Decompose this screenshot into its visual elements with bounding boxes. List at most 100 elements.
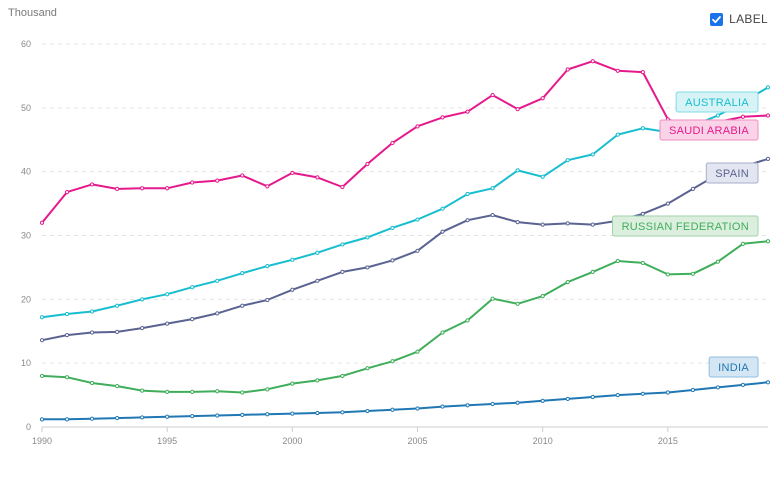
data-point-australia xyxy=(390,225,395,230)
data-point-india xyxy=(290,411,295,416)
data-point-spain xyxy=(440,229,445,234)
label-toggle[interactable]: LABEL xyxy=(710,12,768,26)
data-point-australia xyxy=(290,257,295,262)
data-point-australia xyxy=(365,235,370,240)
x-tick-label: 1990 xyxy=(32,436,52,446)
data-point-saudi-arabia xyxy=(590,59,595,64)
data-point-india xyxy=(715,385,721,390)
data-point-saudi-arabia xyxy=(290,170,295,176)
data-point-spain xyxy=(690,186,695,192)
data-point-saudi-arabia xyxy=(540,96,545,101)
data-point-saudi-arabia xyxy=(265,184,270,189)
series-tag-label: RUSSIAN FEDERATION xyxy=(622,221,749,233)
data-point-russian-federation xyxy=(565,279,570,285)
data-point-spain xyxy=(64,332,70,338)
data-point-australia xyxy=(540,174,545,179)
data-point-australia xyxy=(165,292,170,297)
data-point-russian-federation xyxy=(390,359,395,364)
data-point-russian-federation xyxy=(315,378,320,383)
data-point-spain xyxy=(465,218,470,223)
checkmark-icon xyxy=(712,15,722,23)
data-point-spain xyxy=(165,321,170,326)
data-point-saudi-arabia xyxy=(165,186,170,191)
data-point-australia xyxy=(265,264,270,269)
data-point-australia xyxy=(240,271,245,276)
series-tag-label: AUSTRALIA xyxy=(685,97,749,109)
data-point-russian-federation xyxy=(89,380,95,386)
data-point-australia xyxy=(340,242,345,247)
data-point-saudi-arabia xyxy=(565,67,570,72)
data-point-australia xyxy=(140,297,145,302)
data-point-india xyxy=(415,406,420,411)
data-point-india xyxy=(115,415,120,421)
data-point-australia xyxy=(765,85,771,90)
data-point-saudi-arabia xyxy=(190,180,195,185)
data-point-spain xyxy=(89,330,95,335)
data-point-australia xyxy=(590,152,595,157)
data-point-russian-federation xyxy=(665,272,670,277)
data-point-saudi-arabia xyxy=(340,184,345,190)
data-point-india xyxy=(390,407,395,412)
data-point-india xyxy=(740,382,746,387)
series-tag-label: INDIA xyxy=(718,362,749,374)
y-axis-unit-label: Thousand xyxy=(8,7,57,19)
data-point-india xyxy=(39,417,45,422)
y-tick-label: 10 xyxy=(21,358,31,368)
data-point-india xyxy=(665,390,670,395)
data-point-australia xyxy=(715,113,721,118)
data-point-spain xyxy=(365,265,370,270)
data-point-russian-federation xyxy=(64,375,70,380)
data-point-russian-federation xyxy=(615,258,620,264)
series-line-russian-federation xyxy=(41,240,769,394)
data-point-saudi-arabia xyxy=(765,113,771,118)
series-tag-box xyxy=(675,91,759,113)
data-point-australia xyxy=(315,250,320,255)
data-point-saudi-arabia xyxy=(515,107,520,112)
data-point-india xyxy=(615,392,620,398)
data-point-russian-federation xyxy=(140,388,145,393)
data-point-saudi-arabia xyxy=(640,69,645,75)
data-point-saudi-arabia xyxy=(740,114,746,119)
data-point-saudi-arabia xyxy=(64,189,70,195)
series-tag-australia: AUSTRALIA xyxy=(675,91,759,113)
data-point-spain xyxy=(590,222,595,227)
data-point-spain xyxy=(540,222,545,227)
series-tag-box xyxy=(708,356,759,378)
data-point-australia xyxy=(115,303,120,308)
data-point-australia xyxy=(415,217,420,222)
data-point-india xyxy=(365,408,370,414)
data-point-saudi-arabia xyxy=(315,175,320,180)
data-point-india xyxy=(215,413,220,418)
data-point-australia xyxy=(465,191,470,197)
data-point-india xyxy=(165,414,170,419)
data-point-saudi-arabia xyxy=(140,186,145,191)
data-point-spain xyxy=(190,317,195,322)
data-point-india xyxy=(590,394,595,400)
data-point-australia xyxy=(39,315,45,320)
data-point-spain xyxy=(490,212,495,218)
data-point-russian-federation xyxy=(115,384,120,389)
data-point-spain xyxy=(290,287,295,292)
y-tick-label: 50 xyxy=(21,103,31,113)
data-point-australia xyxy=(515,168,520,173)
data-point-spain xyxy=(565,221,570,226)
data-point-australia xyxy=(190,285,195,290)
data-point-spain xyxy=(39,338,45,343)
data-point-saudi-arabia xyxy=(39,220,45,225)
data-point-spain xyxy=(665,201,670,206)
data-point-spain xyxy=(240,303,245,308)
data-point-india xyxy=(640,391,645,396)
x-tick-label: 2010 xyxy=(533,436,553,446)
label-toggle-text: LABEL xyxy=(729,12,768,26)
data-point-australia xyxy=(490,186,495,191)
data-point-saudi-arabia xyxy=(415,124,420,129)
data-point-spain xyxy=(340,269,345,274)
series-tag-box xyxy=(612,215,759,237)
data-point-russian-federation xyxy=(165,389,170,394)
data-point-australia xyxy=(440,206,445,211)
data-point-india xyxy=(515,400,520,405)
data-point-india xyxy=(565,396,570,402)
label-checkbox[interactable] xyxy=(710,12,724,26)
data-point-india xyxy=(340,410,345,415)
data-point-russian-federation xyxy=(640,260,645,266)
